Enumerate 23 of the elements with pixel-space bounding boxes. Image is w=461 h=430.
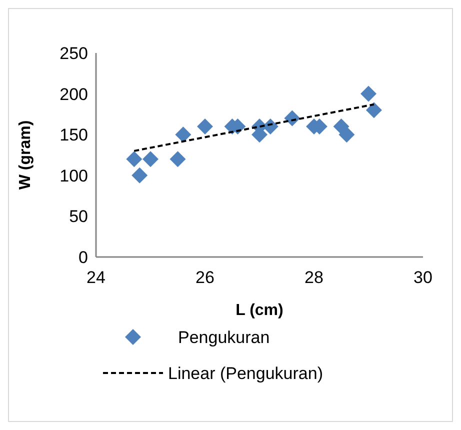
point [142,151,158,168]
y-tick-label: 250 [60,44,88,63]
point [132,167,148,184]
x-tick-label: 24 [86,268,106,287]
y-tick-label: 50 [69,207,88,226]
legend-label: Linear (Pengukuran) [168,364,323,383]
point [360,86,376,102]
point [338,126,355,143]
x-tick-label: 30 [414,268,432,287]
point [366,102,382,118]
y-tick-label: 200 [60,84,88,104]
point [197,118,213,134]
y-tick-label: 150 [60,126,88,145]
point [170,151,186,168]
y-tick-label: 0 [78,248,88,267]
x-tick-label: 28 [304,268,324,287]
x-tick-label: 26 [196,268,214,287]
y-tick-label: 100 [60,166,88,186]
point [126,151,142,168]
legend-label: Pengukuran [178,328,270,347]
point [175,126,192,143]
x-axis-title: L (cm) [236,302,284,319]
y-axis-title: W (gram) [17,120,34,190]
